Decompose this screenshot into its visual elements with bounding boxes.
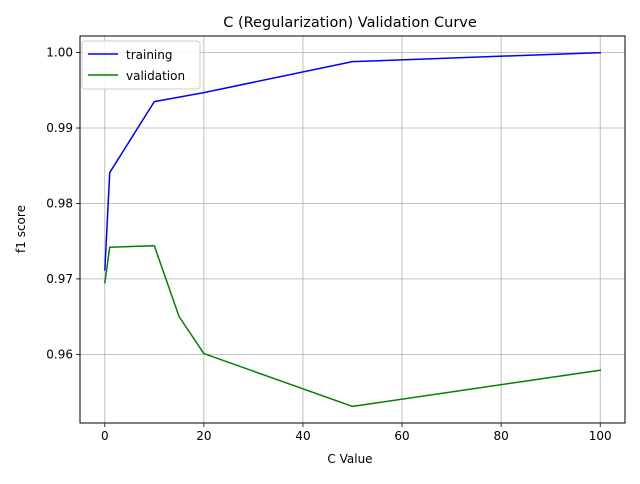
chart-title: C (Regularization) Validation Curve — [223, 15, 477, 31]
y-tick-label: 0.97 — [46, 272, 73, 286]
x-tick-label: 20 — [196, 429, 211, 443]
x-tick-label: 40 — [295, 429, 310, 443]
x-tick-label: 60 — [394, 429, 409, 443]
tick-layer: 0 20 40 60 80 100 0.96 0.97 0.98 0.99 1.00 — [46, 46, 611, 443]
x-tick-label: 100 — [589, 429, 612, 443]
series-line-training — [104, 51, 602, 271]
y-tick-label: 0.96 — [46, 347, 73, 361]
legend-box — [81, 40, 201, 90]
series-line-validation — [103, 244, 602, 408]
y-axis-label: f1 score — [14, 205, 28, 253]
plot-frame — [79, 35, 626, 424]
series-layer — [103, 51, 602, 408]
y-tick-label: 0.99 — [46, 121, 73, 135]
y-tick-label: 1.00 — [46, 46, 73, 60]
legend-label-validation: validation — [126, 69, 185, 83]
grid-layer — [80, 36, 625, 423]
legend: training validation — [81, 40, 201, 90]
legend-label-training: training — [126, 48, 173, 62]
x-tick-label: 80 — [493, 429, 508, 443]
y-tick-label: 0.98 — [46, 196, 73, 210]
x-axis-label: C Value — [327, 452, 372, 466]
x-tick-label: 0 — [101, 429, 109, 443]
